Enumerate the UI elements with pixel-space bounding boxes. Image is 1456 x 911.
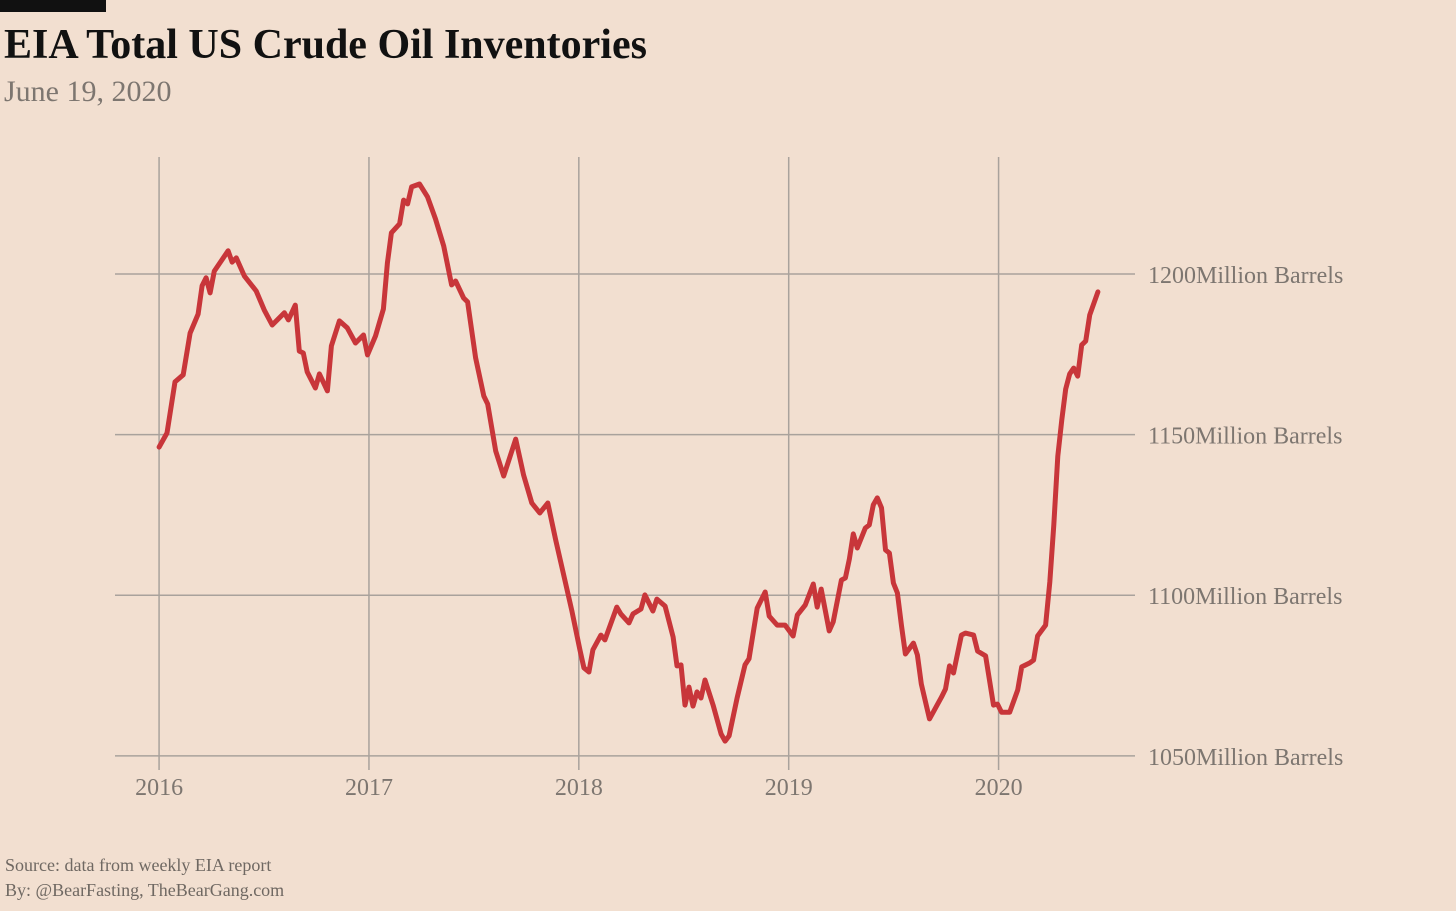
chart-title: EIA Total US Crude Oil Inventories [4,22,647,68]
y-tick-label: 1050Million Barrels [1148,745,1343,771]
y-tick-label: 1150Million Barrels [1148,424,1342,450]
chart-subtitle: June 19, 2020 [4,75,172,108]
header-bar [0,0,106,12]
data-line [156,181,1101,744]
x-tick-label: 2018 [555,775,603,801]
x-tick-label: 2016 [135,775,183,801]
x-tick-label: 2017 [345,775,393,801]
y-tick-label: 1100Million Barrels [1148,584,1342,610]
source-note: Source: data from weekly EIA report [5,855,271,875]
y-tick-label: 1200Million Barrels [1148,263,1343,289]
credit-note: By: @BearFasting, TheBearGang.com [5,880,284,900]
x-tick-label: 2019 [765,775,813,801]
x-tick-label: 2020 [975,775,1023,801]
